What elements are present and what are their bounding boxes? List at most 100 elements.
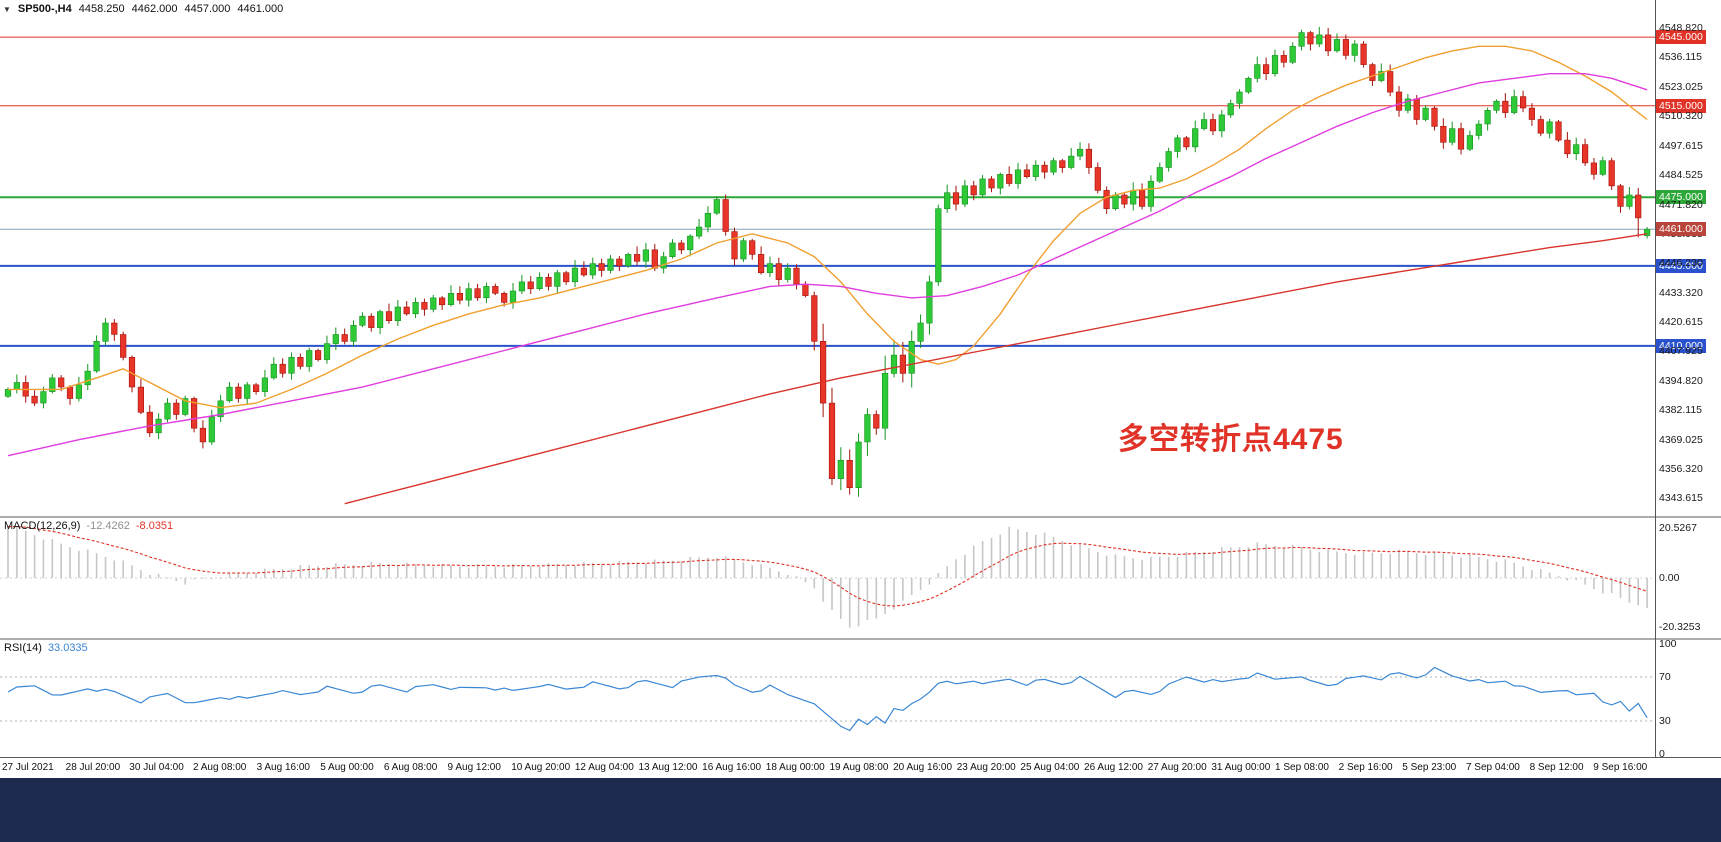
candle-bullish — [1333, 39, 1341, 52]
macd-histogram-bar — [281, 569, 284, 578]
candle-bullish — [1493, 100, 1500, 111]
macd-histogram-bar — [24, 530, 27, 578]
candle-bullish — [784, 267, 791, 280]
panel-separator[interactable] — [0, 516, 1721, 518]
macd-histogram-bar — [1247, 547, 1250, 578]
macd-histogram-bar — [1017, 529, 1019, 578]
candle-bullish — [1014, 169, 1022, 184]
macd-histogram-bar — [538, 567, 541, 578]
macd-histogram-bar — [592, 562, 594, 578]
macd-histogram-bar — [1256, 542, 1259, 578]
time-label: 9 Sep 16:00 — [1593, 762, 1648, 773]
chart-dropdown-icon[interactable]: ▼ — [3, 4, 11, 14]
time-axis: 27 Jul 2021 28 Jul 20:00 30 Jul 04:00 2 Aug… — [0, 757, 1721, 779]
candle-bearish — [58, 377, 65, 388]
candle-bearish — [1431, 107, 1438, 127]
macd-histogram-bar — [441, 563, 443, 578]
candle-bullish — [1165, 151, 1172, 168]
macd-histogram-bar — [246, 572, 248, 578]
macd-histogram-bar — [51, 539, 54, 578]
macd-histogram-bar — [1318, 552, 1321, 578]
macd-histogram-bar — [1424, 555, 1427, 578]
macd-histogram-bar — [1593, 578, 1595, 590]
macd-histogram-bar — [1389, 553, 1391, 578]
candle-bearish — [31, 395, 38, 404]
macd-histogram-bar — [86, 549, 89, 578]
candle-bearish — [970, 185, 977, 196]
macd-histogram-bar — [370, 562, 373, 578]
time-label: 3 Aug 16:00 — [256, 762, 310, 773]
candle-bullish — [1484, 110, 1491, 125]
candle-bearish — [731, 231, 738, 260]
macd-histogram-bar — [379, 562, 381, 578]
candle-bearish — [757, 254, 765, 273]
candle-bullish — [1218, 114, 1225, 132]
panel-separator[interactable] — [0, 638, 1721, 640]
candle-bullish — [1475, 123, 1482, 136]
macd-histogram-bar — [1026, 532, 1028, 578]
candle-bearish — [1528, 107, 1535, 120]
rsi-indicator-label: RSI(14) 33.0335 — [4, 642, 88, 654]
candle-bearish — [456, 292, 464, 301]
candle-bullish — [1130, 190, 1137, 205]
macd-histogram-bar — [627, 561, 629, 578]
chart-annotation-text[interactable]: 多空转折点4475 — [1118, 423, 1344, 456]
macd-histogram-bar — [689, 556, 691, 578]
candle-bullish — [1112, 194, 1119, 209]
macd-histogram-bar — [1194, 552, 1196, 578]
candle-bullish — [1032, 164, 1039, 177]
macd-histogram-bar — [1185, 552, 1188, 578]
macd-histogram-bar — [964, 554, 966, 578]
candle-bullish — [40, 391, 47, 404]
macd-histogram-bar — [166, 577, 169, 579]
macd-histogram-bar — [928, 578, 931, 585]
candle-bullish — [102, 322, 109, 342]
macd-histogram-bar — [972, 545, 975, 578]
candle-bullish — [961, 185, 968, 205]
candle-bullish — [740, 240, 747, 260]
candle-bearish — [1041, 164, 1048, 173]
time-label: 23 Aug 20:00 — [956, 762, 1016, 773]
macd-histogram-bar — [1442, 553, 1445, 578]
macd-histogram-bar — [1557, 576, 1560, 578]
candle-bearish — [1263, 64, 1270, 74]
candle-bearish — [1059, 160, 1066, 168]
macd-histogram-bar — [157, 573, 160, 578]
macd-histogram-bar — [919, 578, 922, 590]
candle-bullish — [1147, 180, 1154, 207]
macd-histogram-bar — [1114, 554, 1117, 578]
macd-histogram-bar — [1229, 547, 1232, 578]
candle-bearish — [580, 267, 587, 276]
macd-histogram-bar — [1353, 555, 1356, 578]
macd-histogram-bar — [175, 578, 178, 581]
candle-bearish — [253, 384, 260, 392]
candle-bullish — [447, 292, 455, 305]
candle-bullish — [837, 459, 844, 479]
macd-histogram-bar — [317, 566, 319, 578]
macd-histogram-bar — [1132, 558, 1134, 578]
candle-bullish — [1626, 194, 1633, 207]
candle-bearish — [1635, 194, 1642, 219]
macd-histogram-bar — [423, 565, 426, 578]
candle-bullish — [1316, 34, 1323, 45]
candle-bearish — [235, 386, 242, 399]
macd-histogram-bar — [476, 564, 479, 578]
chart-canvas[interactable] — [0, 0, 1721, 757]
macd-histogram-bar — [1221, 547, 1223, 578]
macd-histogram-bar — [1309, 549, 1312, 578]
macd-histogram-bar — [937, 573, 940, 578]
candle-bullish — [1289, 45, 1296, 63]
price-tick: 4523.025 — [1659, 81, 1703, 94]
macd-histogram-bar — [1088, 548, 1090, 578]
macd-histogram-bar — [707, 557, 709, 578]
macd-histogram-bar — [273, 568, 275, 578]
macd-histogram-bar — [1141, 559, 1143, 578]
candle-bullish — [217, 400, 224, 418]
macd-axis-tick: 20.5267 — [1659, 522, 1697, 535]
price-axis: 4545.000 4515.000 4475.000 4445.000 4410.000… — [1655, 0, 1721, 760]
candle-bearish — [279, 363, 286, 374]
price-tick: 4548.820 — [1659, 22, 1703, 35]
price-line-label: 4545.000 — [1656, 30, 1706, 45]
ma-slow-line — [344, 233, 1648, 505]
